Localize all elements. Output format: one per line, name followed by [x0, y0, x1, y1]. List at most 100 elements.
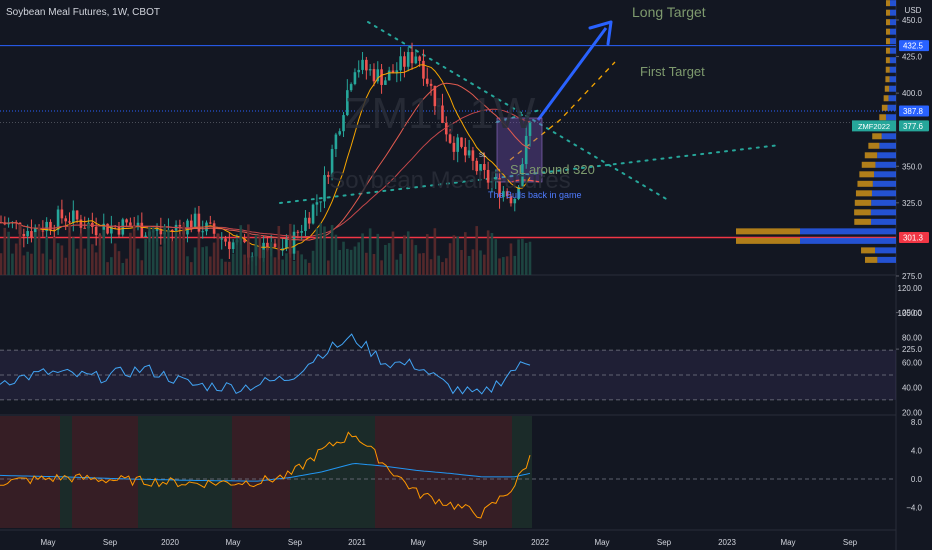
candle-body	[509, 196, 513, 204]
candle-body	[365, 59, 368, 71]
volume-bar	[167, 229, 170, 275]
price-tick-label: 325.0	[902, 199, 923, 208]
volume-bar	[11, 253, 14, 275]
candle-body	[475, 160, 479, 172]
volume-bar	[380, 260, 383, 275]
candle-body	[83, 227, 87, 229]
volume-bar	[56, 243, 60, 275]
candle-body	[326, 175, 330, 177]
candle-body	[460, 137, 463, 147]
candle-body	[528, 122, 532, 136]
time-axis[interactable]: May Sep 2020 May Sep 2021 May Sep 2022 May Sep 2023…	[40, 538, 857, 547]
volume-bar	[148, 226, 151, 275]
oscillator-tick-label: 0.0	[911, 475, 923, 484]
volume-profile-bar	[884, 85, 890, 92]
volume-bar	[189, 262, 193, 275]
volume-bar	[433, 228, 437, 275]
volume-profile-bar	[879, 114, 886, 121]
candle-body	[422, 60, 425, 79]
volume-profile-bar	[877, 152, 896, 159]
candle-body	[437, 105, 440, 107]
volume-bar	[18, 224, 22, 275]
volume-bar	[277, 226, 281, 275]
long-target-label: Long Target	[632, 4, 706, 20]
price-axis[interactable]: 475.0450.0425.0400.0350.0325.0275.0250.0…	[896, 0, 923, 354]
volume-bar	[102, 229, 106, 275]
volume-bar	[509, 243, 513, 275]
watermark-ticker: ZM1!, 1W	[345, 89, 536, 138]
contract-badge-label: ZMF2022	[858, 122, 890, 131]
volume-bar	[14, 243, 18, 275]
volume-bar	[178, 234, 182, 275]
volume-profile-bar	[879, 142, 896, 149]
volume-bar	[368, 228, 372, 275]
candle-body	[334, 134, 338, 150]
volume-profile-bar	[800, 228, 896, 235]
volume-bar	[273, 257, 277, 275]
volume-bar	[315, 228, 319, 275]
volume-profile-bar	[854, 218, 871, 225]
volume-bar	[117, 251, 121, 275]
volume-bar	[528, 241, 532, 275]
volume-bar	[136, 248, 140, 275]
volume-profile-bar	[736, 237, 800, 244]
candle-body	[94, 226, 98, 236]
volume-bar	[140, 260, 144, 275]
rsi-pane[interactable]	[0, 333, 896, 401]
candle-body	[315, 202, 319, 205]
volume-bar	[239, 225, 243, 275]
volume-bar	[155, 235, 159, 275]
volume-bar	[326, 260, 330, 275]
volume-bar	[94, 252, 98, 275]
volume-profile-bar	[875, 161, 896, 168]
candle-body	[159, 229, 163, 235]
rsi-tick-label: 120.00	[898, 284, 923, 293]
volume-bar	[304, 259, 307, 275]
volume-bar	[285, 253, 288, 275]
volume-bar	[323, 226, 326, 275]
rsi-line	[0, 333, 531, 395]
volume-bar	[456, 236, 459, 275]
volume-profile-bar	[885, 28, 890, 35]
volume-bar	[395, 259, 399, 275]
candle-body	[387, 70, 391, 81]
volume-bar	[425, 234, 429, 275]
candle-body	[300, 231, 303, 233]
volume-profile-bar	[872, 180, 896, 187]
candle-body	[349, 84, 353, 91]
candle-body	[483, 164, 486, 170]
price-badge-label: 377.6	[903, 122, 924, 131]
candle-body	[368, 69, 372, 71]
candle-body	[140, 222, 144, 237]
target-arrow-head	[588, 20, 613, 46]
volume-bar	[72, 237, 75, 275]
entry-zone-box	[496, 117, 543, 183]
candle-body	[106, 223, 109, 234]
candle-body	[353, 72, 357, 85]
volume-bar	[64, 257, 67, 275]
volume-bar	[37, 225, 41, 275]
volume-profile-bar	[855, 190, 872, 197]
volume-profile-bar	[889, 57, 896, 64]
volume-bar	[307, 262, 311, 275]
price-tick-label: 425.0	[902, 53, 923, 62]
volume-bar	[346, 248, 349, 275]
volume-bar	[186, 256, 189, 275]
candle-body	[452, 142, 456, 152]
volume-profile-bar	[885, 114, 896, 121]
candle-body	[406, 52, 410, 67]
time-tick-label: May	[40, 538, 55, 547]
volume-bar	[406, 231, 410, 275]
volume-bar	[524, 242, 528, 275]
candle-body	[524, 135, 528, 165]
volume-bar	[372, 254, 376, 275]
price-tick-label: 350.0	[902, 162, 923, 171]
volume-bar	[391, 231, 395, 275]
volume-bar	[110, 257, 113, 275]
candle-body	[399, 56, 402, 71]
oscillator-pane[interactable]	[0, 416, 896, 528]
volume-profile-bar	[859, 171, 875, 178]
volume-profile-bar	[889, 85, 896, 92]
